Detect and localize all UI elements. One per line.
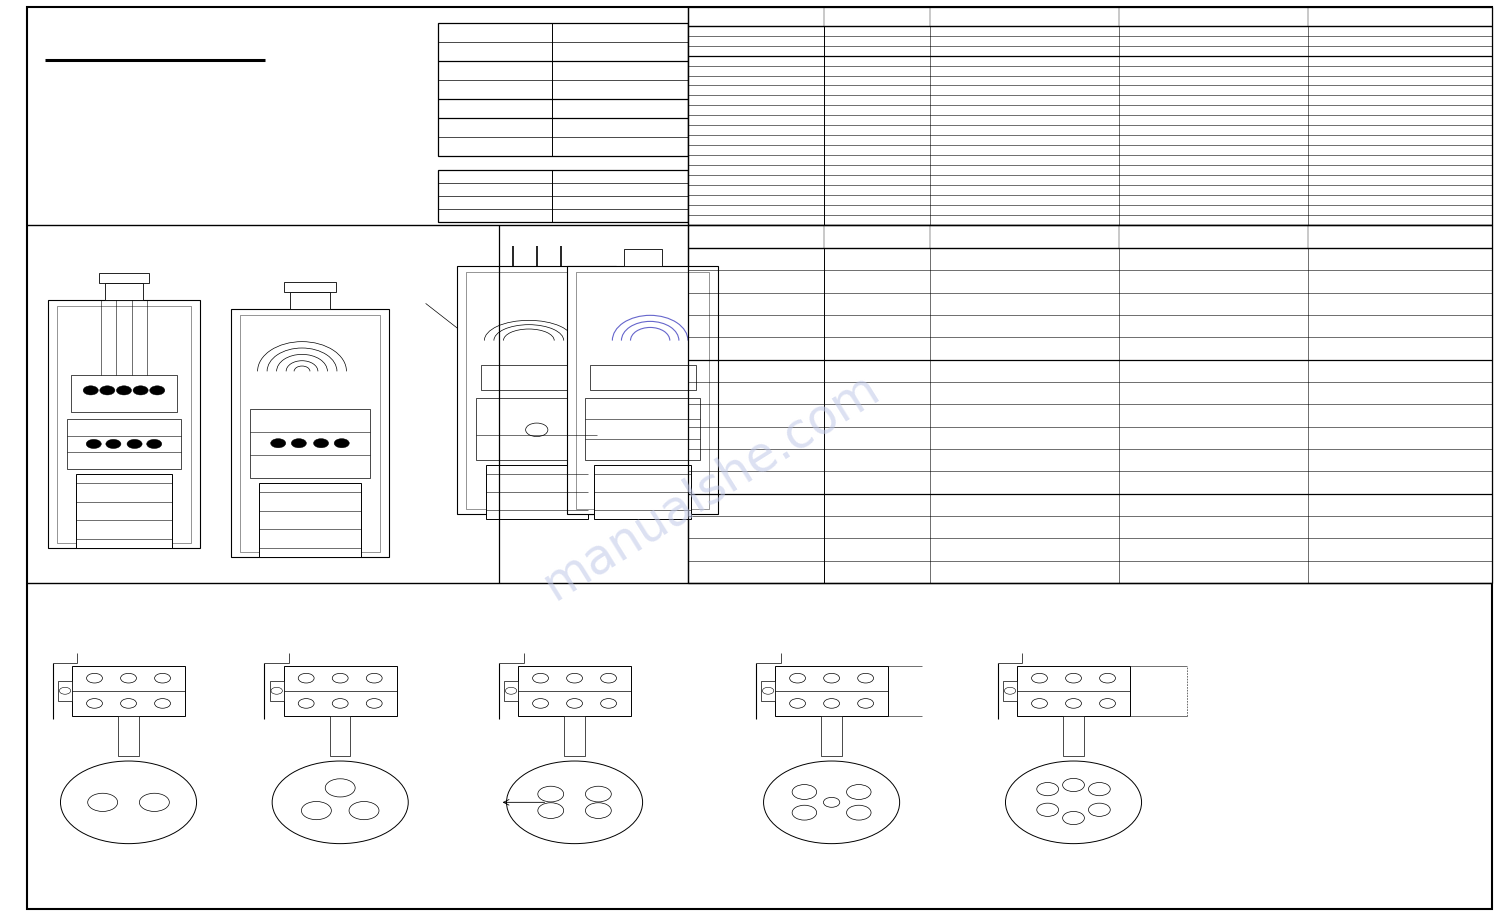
- Circle shape: [271, 439, 286, 448]
- FancyBboxPatch shape: [239, 315, 381, 552]
- FancyBboxPatch shape: [48, 300, 200, 548]
- Circle shape: [106, 440, 121, 449]
- FancyBboxPatch shape: [476, 397, 597, 460]
- FancyBboxPatch shape: [776, 666, 889, 716]
- FancyBboxPatch shape: [564, 716, 585, 756]
- FancyBboxPatch shape: [290, 292, 330, 309]
- FancyBboxPatch shape: [688, 225, 1492, 583]
- FancyBboxPatch shape: [73, 666, 184, 716]
- FancyBboxPatch shape: [284, 282, 336, 292]
- Circle shape: [116, 386, 132, 395]
- FancyBboxPatch shape: [259, 483, 361, 557]
- FancyBboxPatch shape: [330, 716, 351, 756]
- FancyBboxPatch shape: [503, 681, 517, 701]
- Circle shape: [86, 440, 101, 449]
- Circle shape: [127, 440, 142, 449]
- FancyBboxPatch shape: [1004, 681, 1016, 701]
- FancyBboxPatch shape: [688, 7, 1492, 225]
- FancyBboxPatch shape: [284, 666, 396, 716]
- FancyBboxPatch shape: [485, 465, 588, 519]
- FancyBboxPatch shape: [27, 7, 1492, 909]
- FancyBboxPatch shape: [481, 365, 593, 390]
- FancyBboxPatch shape: [59, 681, 73, 701]
- FancyBboxPatch shape: [762, 681, 776, 701]
- FancyBboxPatch shape: [821, 716, 842, 756]
- FancyBboxPatch shape: [249, 409, 370, 478]
- Circle shape: [147, 440, 162, 449]
- FancyBboxPatch shape: [594, 465, 691, 519]
- FancyBboxPatch shape: [576, 272, 709, 509]
- FancyBboxPatch shape: [100, 273, 148, 283]
- Circle shape: [313, 439, 328, 448]
- FancyBboxPatch shape: [590, 365, 696, 390]
- Circle shape: [100, 386, 115, 395]
- FancyBboxPatch shape: [230, 309, 390, 557]
- FancyBboxPatch shape: [466, 272, 606, 509]
- FancyBboxPatch shape: [1063, 716, 1084, 756]
- Circle shape: [133, 386, 148, 395]
- Circle shape: [334, 439, 349, 448]
- FancyBboxPatch shape: [567, 266, 718, 514]
- Circle shape: [83, 386, 98, 395]
- FancyBboxPatch shape: [585, 397, 700, 460]
- FancyBboxPatch shape: [438, 170, 688, 222]
- FancyBboxPatch shape: [57, 306, 191, 543]
- Text: manualshe.com: manualshe.com: [534, 364, 888, 610]
- FancyBboxPatch shape: [71, 375, 177, 411]
- Circle shape: [292, 439, 307, 448]
- FancyBboxPatch shape: [1016, 666, 1129, 716]
- FancyBboxPatch shape: [118, 716, 139, 756]
- FancyBboxPatch shape: [67, 420, 181, 469]
- FancyBboxPatch shape: [623, 249, 662, 266]
- FancyBboxPatch shape: [517, 666, 632, 716]
- FancyBboxPatch shape: [269, 681, 284, 701]
- FancyBboxPatch shape: [438, 23, 688, 156]
- Circle shape: [150, 386, 165, 395]
- FancyBboxPatch shape: [457, 266, 617, 514]
- FancyBboxPatch shape: [76, 474, 172, 548]
- FancyBboxPatch shape: [104, 283, 142, 300]
